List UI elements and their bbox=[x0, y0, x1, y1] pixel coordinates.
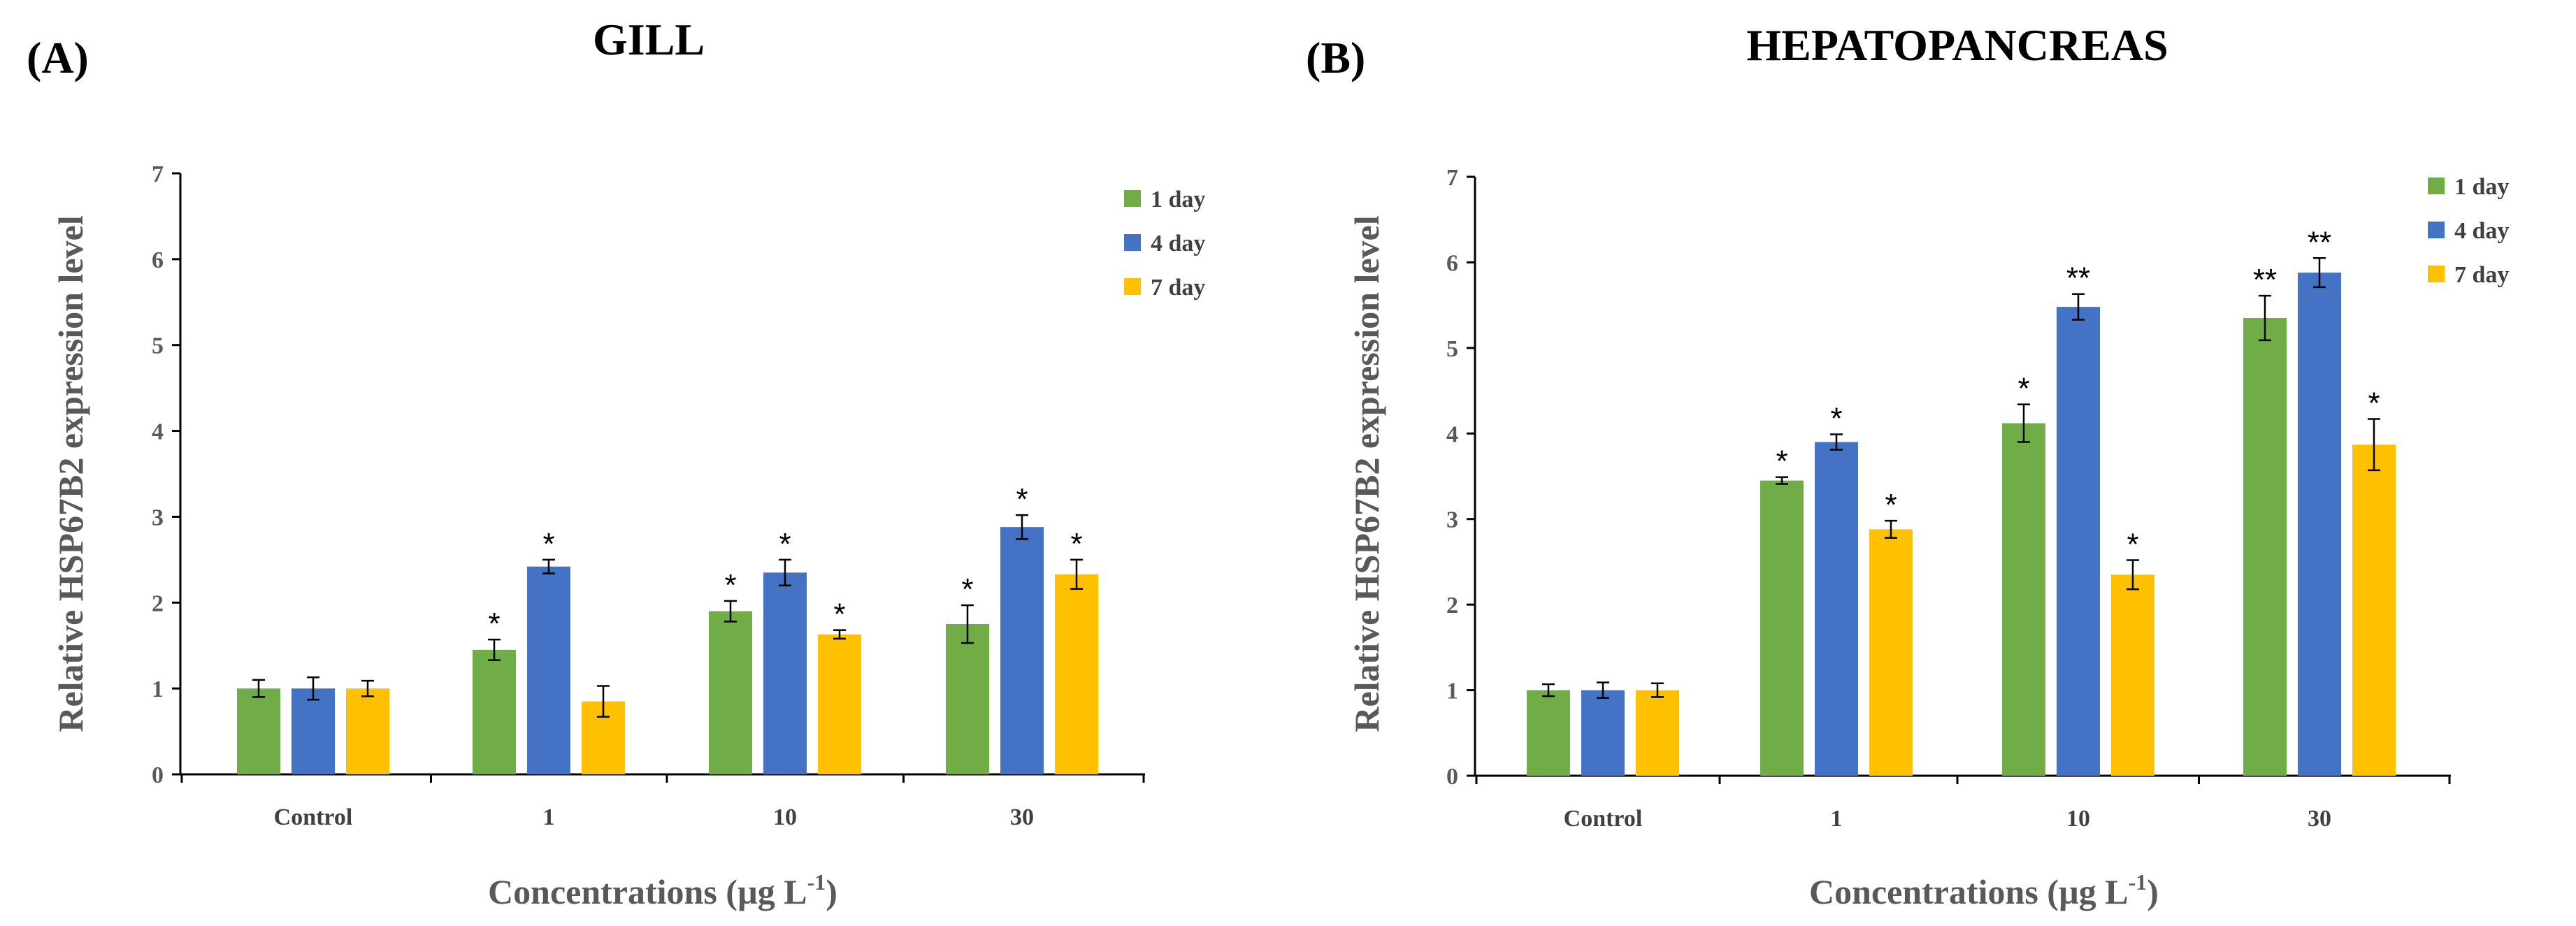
bar bbox=[2243, 318, 2287, 776]
significance-label: * bbox=[1070, 527, 1082, 561]
x-tick-label: 30 bbox=[1010, 804, 1034, 830]
significance-label: * bbox=[1885, 488, 1897, 522]
bar bbox=[1636, 690, 1679, 776]
x-tick-label: 10 bbox=[773, 804, 797, 830]
significance-label: * bbox=[542, 527, 554, 561]
bar bbox=[1815, 442, 1858, 776]
legend-swatch bbox=[1124, 278, 1141, 295]
bar bbox=[2111, 574, 2154, 776]
bar bbox=[1527, 690, 1570, 776]
legend-swatch bbox=[2428, 222, 2445, 238]
x-tick-label: 1 bbox=[1831, 806, 1843, 832]
significance-label: * bbox=[2127, 527, 2138, 561]
bar bbox=[292, 688, 335, 774]
chart-panel-gill: (A) GILL 0 1 2 3 4 5 6 7 Control 1 10 30 * * * * * * * * 1 day… bbox=[27, 15, 1205, 911]
x-tick-label: 10 bbox=[2066, 806, 2090, 832]
x-axis-title-main: Concentrations (µg L bbox=[488, 872, 807, 911]
significance-label: * bbox=[1776, 444, 1787, 479]
legend-swatch bbox=[1124, 234, 1141, 251]
x-tick-label: Control bbox=[1564, 806, 1643, 832]
x-axis-title-superscript: -1 bbox=[2129, 869, 2147, 895]
y-tick-label: 3 bbox=[152, 505, 164, 530]
significance-label: ** bbox=[2066, 261, 2090, 296]
x-axis-title: Concentrations (µg L-1) bbox=[1809, 869, 2159, 911]
y-axis-title: Relative HSP67B2 expression level bbox=[51, 215, 90, 732]
significance-label: * bbox=[2017, 372, 2029, 406]
bar bbox=[2352, 444, 2396, 776]
x-tick-label: 30 bbox=[2308, 806, 2331, 832]
legend-label: 4 day bbox=[2454, 218, 2509, 244]
x-axis-title-end: ) bbox=[2147, 872, 2159, 911]
y-tick-label: 5 bbox=[152, 333, 164, 359]
significance-label: ** bbox=[2308, 225, 2331, 259]
y-tick-label: 6 bbox=[152, 247, 164, 273]
bar bbox=[237, 688, 280, 774]
y-tick-label: 0 bbox=[1446, 764, 1458, 790]
significance-label: ** bbox=[2253, 263, 2277, 297]
significance-label: * bbox=[1016, 482, 1028, 516]
significance-label: * bbox=[961, 572, 973, 607]
x-tick-label: Control bbox=[274, 804, 353, 830]
bar bbox=[2002, 423, 2045, 776]
y-tick-label: 3 bbox=[1446, 507, 1458, 533]
panel-label: (B) bbox=[1306, 33, 1365, 82]
legend-swatch bbox=[2428, 178, 2445, 194]
y-tick-label: 4 bbox=[1446, 421, 1458, 447]
bar bbox=[818, 634, 861, 774]
bar bbox=[473, 649, 516, 774]
bar bbox=[1869, 529, 1913, 776]
bar bbox=[2298, 273, 2341, 776]
bar bbox=[709, 611, 752, 774]
panel-label: (A) bbox=[27, 33, 89, 82]
significance-label: * bbox=[833, 598, 845, 632]
bar bbox=[1581, 690, 1625, 776]
y-tick-label: 5 bbox=[1446, 336, 1458, 362]
x-axis-title-main: Concentrations (µg L bbox=[1809, 872, 2129, 911]
bar bbox=[1760, 480, 1804, 776]
y-tick-label: 1 bbox=[152, 677, 164, 702]
bar bbox=[1055, 574, 1098, 774]
x-tick-label: 1 bbox=[543, 804, 555, 830]
significance-label: * bbox=[2368, 386, 2380, 420]
bar bbox=[946, 624, 989, 774]
y-tick-label: 1 bbox=[1446, 679, 1458, 704]
legend-swatch bbox=[1124, 190, 1141, 207]
legend-label: 1 day bbox=[2454, 174, 2509, 200]
y-tick-label: 7 bbox=[1446, 165, 1458, 191]
legend-label: 4 day bbox=[1151, 231, 1205, 256]
significance-label: * bbox=[1830, 402, 1842, 436]
x-axis-title-superscript: -1 bbox=[807, 869, 826, 895]
x-axis-title-end: ) bbox=[826, 872, 837, 911]
chart-title: HEPATOPANCREAS bbox=[1746, 20, 2168, 70]
legend-label: 7 day bbox=[1151, 275, 1205, 301]
bar bbox=[763, 572, 807, 774]
bar bbox=[2057, 307, 2100, 776]
bar bbox=[527, 566, 570, 774]
x-axis-title: Concentrations (µg L-1) bbox=[488, 869, 837, 911]
bar bbox=[346, 688, 389, 774]
significance-label: * bbox=[779, 527, 791, 561]
y-tick-label: 6 bbox=[1446, 250, 1458, 276]
y-tick-label: 2 bbox=[152, 591, 164, 616]
y-tick-label: 0 bbox=[152, 762, 164, 788]
y-axis-title: Relative HSP67B2 expression level bbox=[1347, 215, 1386, 732]
y-tick-label: 7 bbox=[152, 161, 164, 187]
significance-label: * bbox=[488, 607, 500, 641]
legend-label: 1 day bbox=[1151, 187, 1205, 212]
significance-label: * bbox=[724, 568, 736, 602]
legend-swatch bbox=[2428, 266, 2445, 282]
y-tick-label: 4 bbox=[152, 419, 164, 445]
bar bbox=[1000, 527, 1044, 774]
legend-label: 7 day bbox=[2454, 262, 2509, 288]
chart-title: GILL bbox=[593, 15, 705, 64]
y-tick-label: 2 bbox=[1446, 593, 1458, 618]
